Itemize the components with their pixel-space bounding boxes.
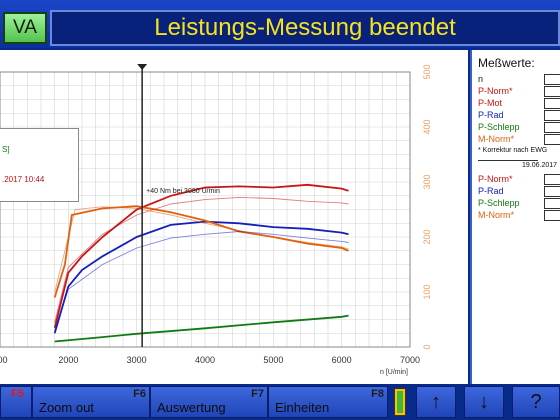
row-m-norm: M-Norm* — [478, 134, 514, 144]
f5-key-label: F5 — [11, 388, 24, 400]
page-title: Leistungs-Messung beendet — [50, 10, 560, 46]
series-line-p_norm — [53, 183, 349, 329]
series-line-p_rad_2 — [54, 231, 349, 331]
help-button[interactable]: ? — [512, 386, 560, 418]
row2-p-schlepp: P-Schlepp — [478, 198, 520, 208]
row-p-norm: P-Norm* — [478, 86, 513, 96]
zoom-out-label: Zoom out — [39, 400, 94, 415]
status-indicator — [394, 388, 406, 416]
y-tick-label: 400 — [422, 119, 432, 134]
series-line-p_schlepp — [54, 314, 349, 343]
value-n — [544, 74, 560, 85]
value2-p-schlepp — [544, 198, 560, 209]
legend-line-2: .2017 10:44 — [2, 175, 45, 184]
y-tick-label: 200 — [422, 229, 432, 244]
series-line-p_rad — [53, 220, 349, 334]
f5-button[interactable]: F5 — [0, 386, 32, 418]
row-p-schlepp: P-Schlepp — [478, 122, 520, 132]
series-line-p_norm_2 — [54, 196, 349, 323]
cursor-annotation: +40 Nm bei 3080 U/min — [146, 188, 220, 195]
separator — [478, 160, 538, 161]
y-tick-label: 500 — [422, 64, 432, 79]
y-tick-label: 0 — [422, 344, 432, 349]
legend-line-1: S] — [2, 145, 10, 154]
row-p-mot: P-Mot — [478, 98, 503, 108]
x-tick-label: 6000 — [332, 355, 352, 365]
auswertung-button[interactable]: F7 Auswertung — [150, 386, 268, 418]
x-tick-label: 000 — [0, 355, 8, 365]
f6-key-label: F6 — [133, 388, 146, 400]
measurements-title: Meßwerte: — [478, 56, 535, 70]
row2-m-norm: M-Norm* — [478, 210, 514, 220]
x-tick-label: 7000 — [400, 355, 420, 365]
measurements-panel: Meßwerte: n P-Norm* P-Mot P-Rad P-Schlep… — [470, 50, 560, 384]
series-line-m_norm_2 — [54, 206, 349, 293]
plot-frame — [0, 71, 411, 348]
down-arrow-icon: ↓ — [479, 390, 489, 413]
x-tick-label: 5000 — [263, 355, 283, 365]
x-axis-unit: n [U/min] — [380, 369, 408, 376]
up-arrow-icon: ↑ — [431, 390, 441, 413]
row2-p-rad: P-Rad — [478, 186, 504, 196]
row-n: n — [478, 74, 484, 84]
row2-p-norm: P-Norm* — [478, 174, 513, 184]
value2-m-norm — [544, 210, 560, 221]
einheiten-button[interactable]: F8 Einheiten — [268, 386, 388, 418]
va-button[interactable]: VA — [3, 12, 47, 44]
einheiten-label: Einheiten — [275, 400, 330, 415]
x-tick-label: 2000 — [58, 355, 78, 365]
value-p-schlepp — [544, 122, 560, 133]
value2-p-norm — [544, 174, 560, 185]
series-line-m_norm — [53, 205, 349, 298]
y-tick-label: 300 — [422, 174, 432, 189]
x-tick-label: 3000 — [127, 355, 147, 365]
value-p-norm — [544, 86, 560, 97]
value2-p-rad — [544, 186, 560, 197]
value-m-norm — [544, 134, 560, 145]
cursor-marker-icon — [137, 64, 148, 70]
status-indicator-fill — [397, 391, 403, 413]
chart-legend: S] .2017 10:44 — [0, 128, 79, 202]
measurement-date: 19.06.2017 — [522, 162, 558, 169]
chart-panel: 0 100 200 300 400 500 000 2000 3000 4000 5000 6000 7… — [0, 50, 468, 384]
value-p-rad — [544, 110, 560, 121]
correction-note: * Korrektur nach EWG — [478, 147, 548, 154]
row-p-rad: P-Rad — [478, 110, 504, 120]
y-tick-label: 100 — [422, 284, 432, 299]
power-chart: 0 100 200 300 400 500 000 2000 3000 4000 5000 6000 7… — [0, 64, 432, 376]
zoom-out-button[interactable]: F6 Zoom out — [32, 386, 150, 418]
auswertung-label: Auswertung — [157, 400, 226, 415]
value-p-mot — [544, 98, 560, 109]
x-tick-label: 4000 — [195, 355, 215, 365]
help-icon: ? — [530, 390, 542, 413]
up-arrow-button[interactable]: ↑ — [416, 386, 456, 418]
f8-key-label: F8 — [371, 388, 384, 400]
down-arrow-button[interactable]: ↓ — [464, 386, 504, 418]
header-bar: VA Leistungs-Messung beendet — [0, 0, 560, 48]
f7-key-label: F7 — [251, 388, 264, 400]
